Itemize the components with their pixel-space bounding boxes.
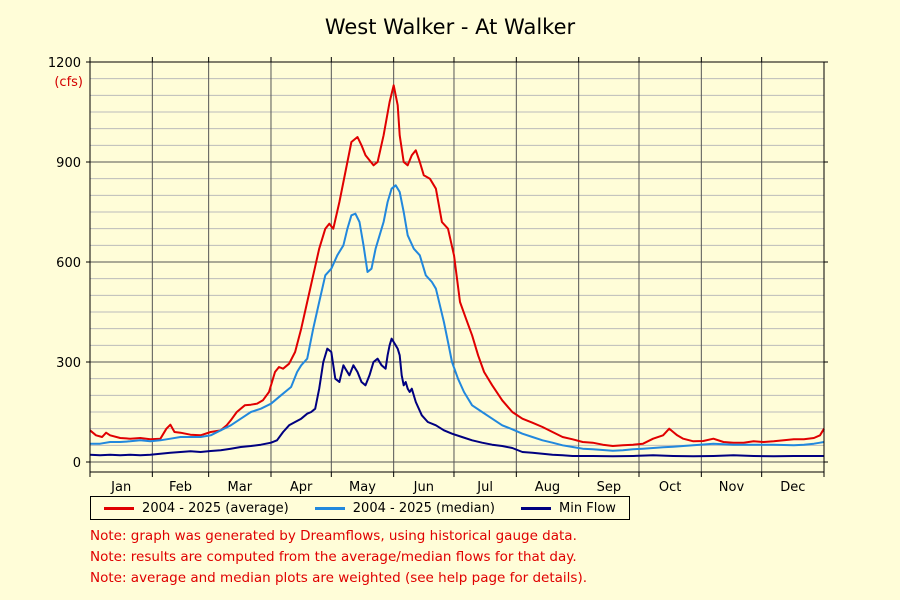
axis-layer: 0 300 600 900 1200 Jan Feb Mar Apr May Jun Jul Aug Se…: [48, 56, 828, 495]
x-tick-label: Nov: [719, 480, 745, 495]
x-tick-label: Apr: [290, 480, 313, 495]
x-tick-label: May: [349, 480, 376, 495]
series-min-flow-line: [89, 337, 824, 458]
y-tick-label: 300: [56, 356, 81, 371]
legend-entry-average: 2004 - 2025 (average): [104, 501, 289, 516]
x-tick-label: Aug: [535, 480, 560, 495]
plot-frame: [89, 61, 825, 473]
x-tick-label: Jan: [110, 480, 131, 495]
legend-label-median: 2004 - 2025 (median): [352, 500, 495, 516]
note-line: Note: average and median plots are weigh…: [90, 570, 588, 586]
legend-swatch-average: [104, 506, 135, 510]
x-tick-label: Jun: [413, 480, 434, 495]
legend-swatch-median: [314, 506, 345, 510]
x-tick-label: Oct: [659, 480, 681, 495]
x-tick-label: Feb: [169, 480, 192, 495]
legend-entry-median: 2004 - 2025 (median): [314, 500, 495, 516]
legend-swatch-min-flow: [521, 506, 552, 510]
y-axis-unit: (cfs): [54, 75, 83, 90]
note-line: Note: results are computed from the aver…: [90, 549, 577, 565]
y-tick-label: 0: [73, 456, 81, 471]
y-tick-label: 600: [56, 256, 81, 271]
y-tick-label: 1200: [48, 56, 81, 71]
series-layer: [89, 84, 825, 458]
x-tick-label: Sep: [597, 480, 622, 495]
series-median-line: [90, 184, 825, 452]
note-line: Note: graph was generated by Dreamflows,…: [90, 528, 577, 544]
y-tick-label: 900: [56, 156, 81, 171]
x-tick-label: Dec: [780, 480, 805, 495]
grid-lines: [90, 61, 824, 472]
legend-entry-min-flow: Min Flow: [521, 501, 616, 516]
notes: Note: graph was generated by Dreamflows,…: [90, 526, 587, 589]
legend: 2004 - 2025 (average) 2004 - 2025 (media…: [90, 496, 630, 520]
x-tick-label: Mar: [228, 480, 253, 495]
series-average-line: [89, 84, 825, 447]
chart-title: West Walker - At Walker: [325, 15, 576, 39]
legend-label-min-flow: Min Flow: [559, 500, 616, 516]
x-tick-label: Jul: [476, 480, 493, 495]
legend-label-average: 2004 - 2025 (average): [142, 500, 289, 516]
